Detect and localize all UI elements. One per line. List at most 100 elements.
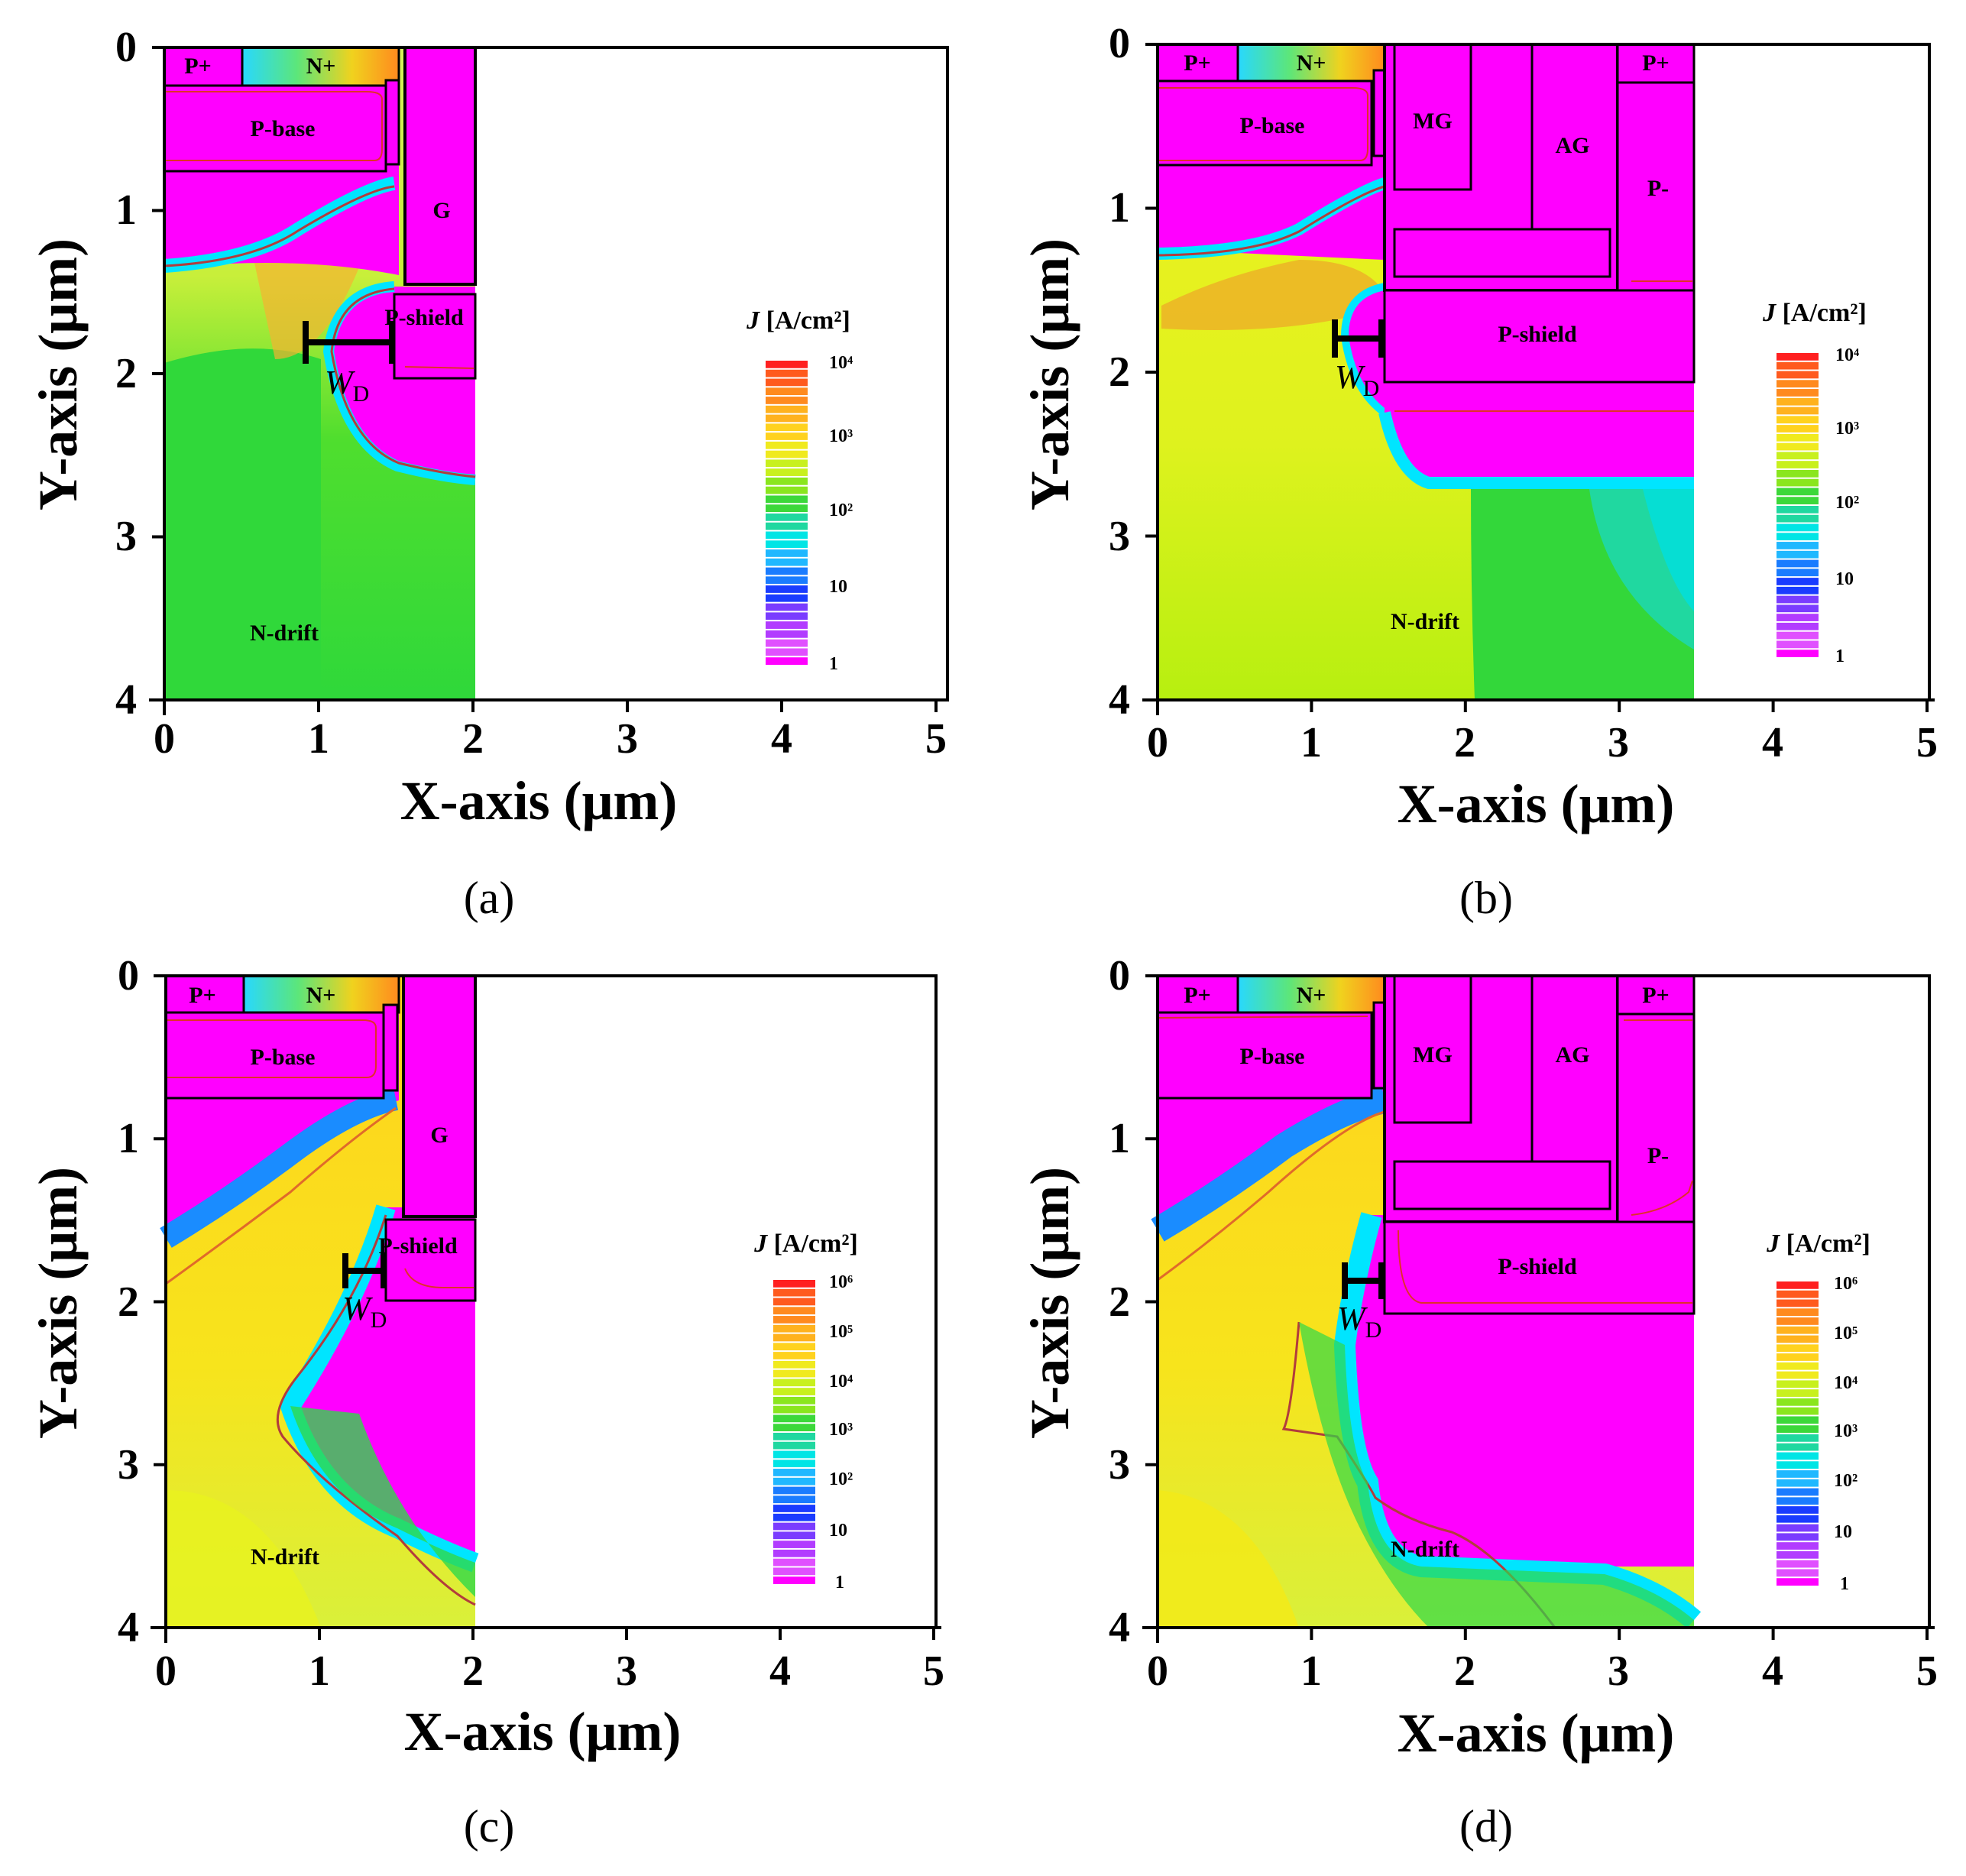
y-tick-label: 4 [1109, 676, 1130, 724]
colorbar-swatch [766, 423, 808, 432]
colorbar-swatch [766, 549, 808, 557]
colorbar-swatch [1777, 533, 1819, 541]
colorbar-swatch [773, 1324, 815, 1333]
y-tick-label: 0 [118, 952, 139, 1000]
colorbar-d: J [A/cm²] 10⁶ 10⁵ 10⁴ 10³ 10² 10 1 [1766, 1230, 1870, 1594]
colorbar-swatch [1777, 1524, 1819, 1532]
colorbar-swatch [766, 522, 808, 530]
colorbar-swatch [1777, 353, 1819, 361]
panel-label: (b) [1459, 873, 1513, 923]
colorbar-tick-label: 10³ [1834, 1421, 1857, 1441]
colorbar-swatch [773, 1280, 815, 1288]
colorbar-swatch [766, 486, 808, 494]
colorbar-swatch [1777, 478, 1819, 487]
colorbar-swatch [1777, 1353, 1819, 1361]
panel-label: (a) [464, 873, 515, 923]
panel-b: P+ N+ P-base MG AG P+ P- P-shield N-drif… [1019, 20, 1938, 923]
colorbar-swatch [773, 1352, 815, 1359]
colorbar-swatch [1777, 586, 1819, 595]
colorbar-swatch [766, 361, 808, 368]
y-tick-label: 3 [1109, 513, 1130, 560]
colorbar-swatch [766, 531, 808, 539]
colorbar-tick-label: 10³ [829, 426, 853, 446]
x-tick-label: 1 [308, 715, 329, 763]
region-label-n-plus: N+ [1297, 50, 1326, 76]
y-axis: 0 1 2 3 4 Y-axis (μm) [28, 24, 166, 724]
colorbar-swatch [1777, 1389, 1819, 1397]
colorbar-swatch [766, 639, 808, 647]
colorbar-swatch [766, 504, 808, 512]
x-tick-label: 4 [1762, 719, 1783, 766]
colorbar-swatch [1777, 1335, 1819, 1343]
colorbar-swatch [766, 441, 808, 449]
colorbar-swatch [1777, 469, 1819, 478]
colorbar-swatch [1777, 569, 1819, 577]
colorbar-swatch [766, 387, 808, 396]
colorbar-swatch [766, 567, 808, 575]
colorbar-tick-label: 10⁶ [829, 1272, 853, 1292]
colorbar-swatch [1777, 595, 1819, 604]
colorbar-swatch [1777, 1299, 1819, 1307]
colorbar-swatches [1777, 1281, 1819, 1586]
colorbar-swatch [773, 1450, 815, 1459]
region-label-gate: G [432, 198, 450, 223]
colorbar-swatch [1777, 1506, 1819, 1514]
colorbar-tick-label: 10² [829, 501, 853, 520]
colorbar-swatch [1777, 1470, 1819, 1478]
wd-marker: WD [303, 321, 395, 407]
colorbar-swatch [1777, 433, 1819, 442]
x-tick-label: 4 [771, 715, 792, 763]
x-axis-title: X-axis (μm) [1398, 773, 1675, 834]
colorbar-tick-label: 1 [1840, 1574, 1849, 1594]
colorbar-a: J [A/cm²] 10⁴ 10³ 10² 10 1 [746, 306, 853, 674]
colorbar-swatch [766, 594, 808, 602]
colorbar-swatch [773, 1505, 815, 1512]
region-label-p-plus: P+ [1184, 50, 1210, 76]
colorbar-swatch [773, 1558, 815, 1567]
colorbar-swatch [773, 1477, 815, 1486]
colorbar-swatch [773, 1414, 815, 1423]
x-tick-label: 0 [155, 1648, 177, 1695]
colorbar-swatch [773, 1549, 815, 1557]
region-label-main-gate: MG [1413, 1042, 1453, 1068]
region-label-n-drift: N-drift [250, 620, 319, 646]
y-axis: 0 1 2 3 4 Y-axis (μm) [1019, 952, 1159, 1651]
y-tick-label: 2 [115, 350, 137, 397]
x-axis-title: X-axis (μm) [404, 1701, 682, 1762]
region-label-p-base: P-base [1240, 113, 1305, 138]
colorbar-swatch [1777, 407, 1819, 415]
colorbar-tick-label: 10² [1834, 1471, 1857, 1491]
colorbar-swatch [766, 450, 808, 458]
colorbar-swatch [773, 1576, 815, 1584]
x-axis-title: X-axis (μm) [1398, 1703, 1675, 1764]
colorbar-swatch [773, 1495, 815, 1504]
colorbar-swatch [766, 621, 808, 629]
colorbar-swatch [1777, 1461, 1819, 1469]
region-label-p-shield: P-shield [1498, 322, 1577, 347]
x-tick-label: 0 [154, 715, 175, 763]
colorbar-tick-label: 10² [829, 1469, 853, 1489]
y-axis-title: Y-axis (μm) [28, 1167, 89, 1439]
colorbar-swatch [1777, 1326, 1819, 1334]
colorbar-swatch [1777, 1533, 1819, 1541]
colorbar-swatch [1777, 371, 1819, 379]
x-tick-label: 3 [1608, 719, 1629, 766]
x-axis-title: X-axis (μm) [400, 770, 678, 831]
colorbar-swatch [1777, 559, 1819, 568]
colorbar-swatch [1777, 514, 1819, 523]
colorbar-swatch [1777, 1479, 1819, 1487]
device-map: P+ N+ P-base MG AG P+ P- P-shield N-drif… [1151, 974, 1702, 1628]
colorbar-swatch [766, 558, 808, 566]
wd-symbol: WD [325, 364, 369, 407]
colorbar-title: J [A/cm²] [753, 1230, 858, 1258]
colorbar-swatch [1777, 442, 1819, 451]
wd-marker: WD [1337, 1262, 1385, 1343]
region-label-n-plus: N+ [306, 983, 336, 1008]
colorbar-swatch [1777, 1308, 1819, 1317]
y-tick-label: 3 [118, 1441, 139, 1489]
colorbar-swatch [773, 1486, 815, 1495]
wd-marker: WD [342, 1253, 387, 1333]
colorbar-swatch [766, 630, 808, 638]
colorbar-swatch [773, 1369, 815, 1378]
